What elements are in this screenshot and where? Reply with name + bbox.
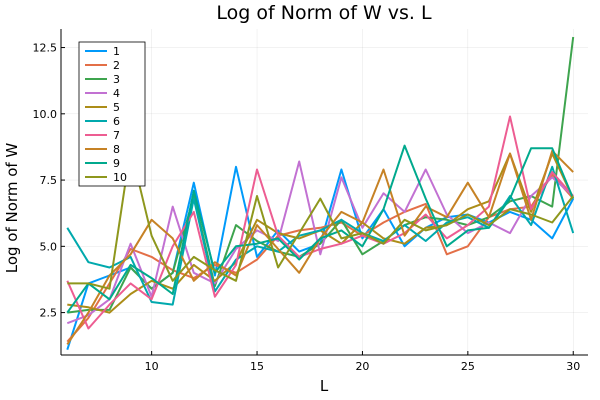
legend-label: 9 bbox=[113, 157, 120, 170]
x-tick-label: 20 bbox=[355, 360, 369, 373]
legend-label: 3 bbox=[113, 73, 120, 86]
y-tick-label: 5.0 bbox=[40, 240, 58, 253]
x-tick-label: 25 bbox=[461, 360, 475, 373]
y-tick-label: 10.0 bbox=[33, 108, 58, 121]
legend-label: 2 bbox=[113, 59, 120, 72]
x-axis-title: L bbox=[320, 377, 329, 395]
y-axis-title: Log of Norm of W bbox=[3, 143, 21, 274]
series-line-7 bbox=[66, 115, 574, 330]
grid bbox=[61, 29, 588, 355]
legend-label: 10 bbox=[113, 171, 127, 184]
axes bbox=[60, 29, 588, 356]
legend-label: 6 bbox=[113, 115, 120, 128]
y-tick-label: 12.5 bbox=[33, 42, 58, 55]
chart-title: Log of Norm of W vs. L bbox=[216, 2, 432, 24]
x-tick-label: 15 bbox=[250, 360, 264, 373]
ticks: 10 15 20 25 302.55.07.510.012.5 bbox=[33, 42, 581, 373]
x-tick-label: 10 bbox=[145, 360, 159, 373]
legend-label: 8 bbox=[113, 143, 120, 156]
series-line-10 bbox=[67, 147, 574, 290]
legend-label: 5 bbox=[113, 101, 120, 114]
legend-label: 4 bbox=[113, 87, 120, 100]
legend-box bbox=[78, 41, 146, 187]
y-tick-label: 7.5 bbox=[40, 174, 58, 187]
plot-lines bbox=[66, 36, 575, 351]
x-tick-label: 30 bbox=[566, 360, 580, 373]
series-line-9 bbox=[66, 144, 575, 314]
y-tick-label: 2.5 bbox=[40, 307, 58, 320]
legend-label: 7 bbox=[113, 129, 120, 142]
legend-label: 1 bbox=[113, 45, 120, 58]
